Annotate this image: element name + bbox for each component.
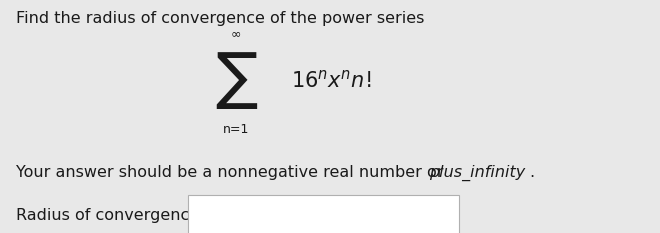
- Text: Radius of convergence is: Radius of convergence is: [16, 208, 217, 223]
- FancyBboxPatch shape: [187, 195, 459, 233]
- Text: $\sum$: $\sum$: [214, 50, 258, 111]
- Text: ∞: ∞: [231, 27, 242, 40]
- Text: .: .: [529, 164, 535, 180]
- Text: n=1: n=1: [223, 123, 249, 136]
- Text: plus_infinity: plus_infinity: [429, 164, 525, 181]
- Text: Your answer should be a nonnegative real number or: Your answer should be a nonnegative real…: [16, 164, 449, 180]
- Text: $16^nx^nn!$: $16^nx^nn!$: [291, 70, 372, 92]
- Text: Find the radius of convergence of the power series: Find the radius of convergence of the po…: [16, 11, 424, 26]
